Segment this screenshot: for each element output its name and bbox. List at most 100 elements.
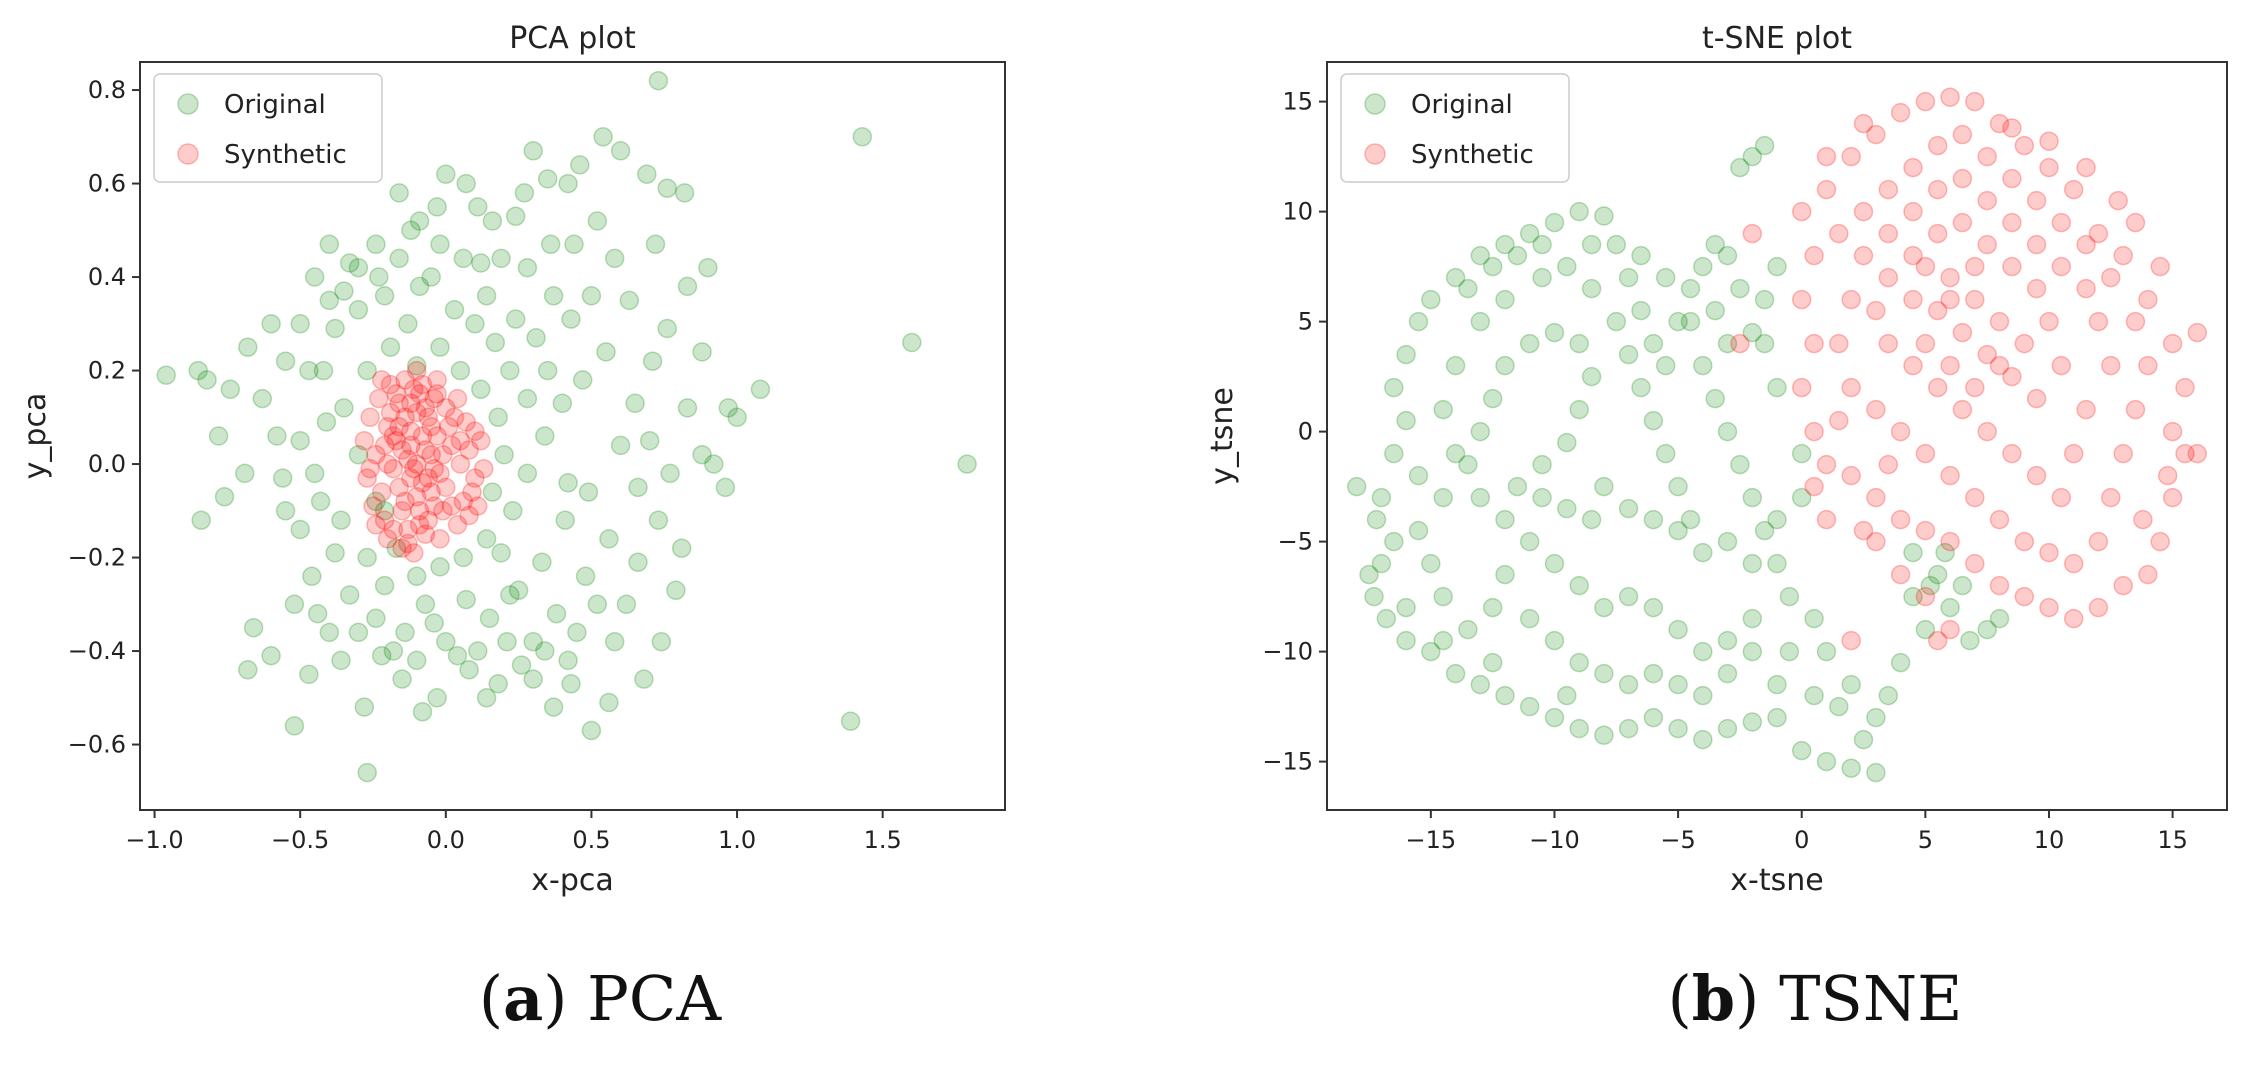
tsne-synthetic-point xyxy=(1791,377,1812,398)
pca-synthetic-point xyxy=(374,435,395,456)
pca-original-point xyxy=(415,594,436,615)
tsne-synthetic-point xyxy=(1890,421,1911,442)
pca-x-tick-label: 1.5 xyxy=(864,826,902,854)
tsne-synthetic-point xyxy=(2101,267,2121,288)
tsne-synthetic-point xyxy=(1829,223,1849,244)
pca-original-point xyxy=(427,197,447,217)
pca-original-point xyxy=(543,286,564,306)
tsne-original-point xyxy=(1445,443,1466,464)
pca-original-point xyxy=(561,674,581,694)
pca-synthetic-point xyxy=(377,529,398,549)
tsne-original-point xyxy=(1569,201,1589,222)
pca-original-point xyxy=(220,379,241,400)
tsne-original-point xyxy=(1396,630,1416,651)
pca-original-point xyxy=(604,248,625,269)
pca-original-point xyxy=(307,603,328,624)
tsne-original-point xyxy=(1433,630,1453,651)
pca-original-point xyxy=(698,257,718,278)
tsne-original-point xyxy=(1482,256,1503,277)
tsne-original-point xyxy=(1618,674,1639,695)
pca-synthetic-point xyxy=(441,496,462,516)
pca-original-point xyxy=(450,360,471,381)
pca-original-point xyxy=(639,430,660,451)
tsne-original-point xyxy=(1408,465,1429,486)
tsne-y-tick-label: −5 xyxy=(1278,528,1313,556)
pca-plot-frame xyxy=(139,61,1006,811)
pca-synthetic-point xyxy=(395,407,415,428)
pca-synthetic-point xyxy=(409,501,430,521)
tsne-original-point xyxy=(1977,619,1997,640)
pca-synthetic-point xyxy=(430,463,450,484)
pca-synthetic-point xyxy=(371,370,392,390)
pca-synthetic-point xyxy=(412,426,433,446)
pca-synthetic-point xyxy=(383,458,404,479)
pca-original-point xyxy=(581,286,602,306)
pca-original-point xyxy=(581,720,602,741)
pca-original-point xyxy=(334,281,354,301)
tsne-original-point xyxy=(1433,586,1453,607)
tsne-original-point xyxy=(1618,586,1639,607)
pca-synthetic-point xyxy=(412,473,433,493)
tsne-x-tick-label: 0 xyxy=(1794,826,1809,854)
pca-synthetic-point xyxy=(459,440,479,460)
tsne-original-point xyxy=(1445,663,1466,684)
tsne-synthetic-point xyxy=(1915,586,1936,607)
pca-original-point xyxy=(610,435,631,456)
pca-synthetic-point xyxy=(366,444,386,465)
pca-synthetic-point xyxy=(471,430,491,451)
pca-original-point xyxy=(412,702,433,722)
pca-original-point xyxy=(505,206,526,227)
tsne-original-point xyxy=(1376,608,1397,629)
tsne-synthetic-point xyxy=(2101,355,2121,376)
pca-synthetic-point xyxy=(409,384,430,404)
tsne-synthetic-point xyxy=(1940,619,1960,640)
tsne-original-point xyxy=(1655,443,1676,464)
pca-original-point xyxy=(517,463,538,484)
tsne-original-point xyxy=(1655,355,1676,376)
tsne-original-point xyxy=(1643,509,1664,530)
pca-synthetic-point xyxy=(398,533,418,554)
pca-synthetic-point xyxy=(438,416,459,437)
tsne-synthetic-point xyxy=(2125,212,2146,233)
pca-original-point xyxy=(692,444,712,465)
tsne-synthetic-point xyxy=(2101,487,2121,508)
pca-original-point xyxy=(567,622,587,643)
pca-original-point xyxy=(275,351,296,371)
pca-original-point xyxy=(517,388,538,409)
tsne-synthetic-point xyxy=(2187,322,2208,343)
tsne-synthetic-point xyxy=(2002,118,2022,138)
tsne-synthetic-point xyxy=(2051,256,2072,277)
pca-synthetic-point xyxy=(395,491,415,512)
pca-original-point xyxy=(727,407,747,428)
tsne-original-point xyxy=(1421,641,1441,662)
pca-synthetic-point xyxy=(404,379,424,400)
pca-original-point xyxy=(532,552,552,572)
pca-synthetic-point xyxy=(383,426,404,446)
pca-original-point xyxy=(357,547,377,568)
pca-original-point xyxy=(645,234,666,255)
pca-original-point xyxy=(508,580,529,601)
pca-original-point xyxy=(424,613,444,633)
tsne-original-point xyxy=(1655,267,1676,288)
tsne-original-point xyxy=(1866,707,1886,728)
tsne-synthetic-point xyxy=(2187,443,2208,464)
tsne-original-point xyxy=(1791,740,1812,761)
tsne-synthetic-point xyxy=(2076,278,2096,299)
pca-synthetic-point xyxy=(453,491,474,512)
tsne-original-point xyxy=(1816,641,1837,662)
pca-original-point xyxy=(430,557,450,577)
pca-original-point xyxy=(491,543,511,563)
tsne-synthetic-point xyxy=(2088,597,2109,618)
pca-original-point xyxy=(453,547,474,568)
tsne-original-point xyxy=(1470,245,1491,266)
tsne-original-point xyxy=(1507,476,1528,497)
tsne-synthetic-point xyxy=(1866,531,1886,552)
tsne-original-point xyxy=(1643,410,1664,431)
tsne-original-point xyxy=(1618,498,1639,519)
tsne-synthetic-point xyxy=(1927,377,1948,398)
tsne-original-point xyxy=(1371,553,1392,574)
tsne-synthetic-point xyxy=(1853,113,1874,134)
tsne-original-point xyxy=(1421,553,1441,574)
pca-original-point xyxy=(468,197,488,217)
pca-original-point xyxy=(471,379,491,400)
